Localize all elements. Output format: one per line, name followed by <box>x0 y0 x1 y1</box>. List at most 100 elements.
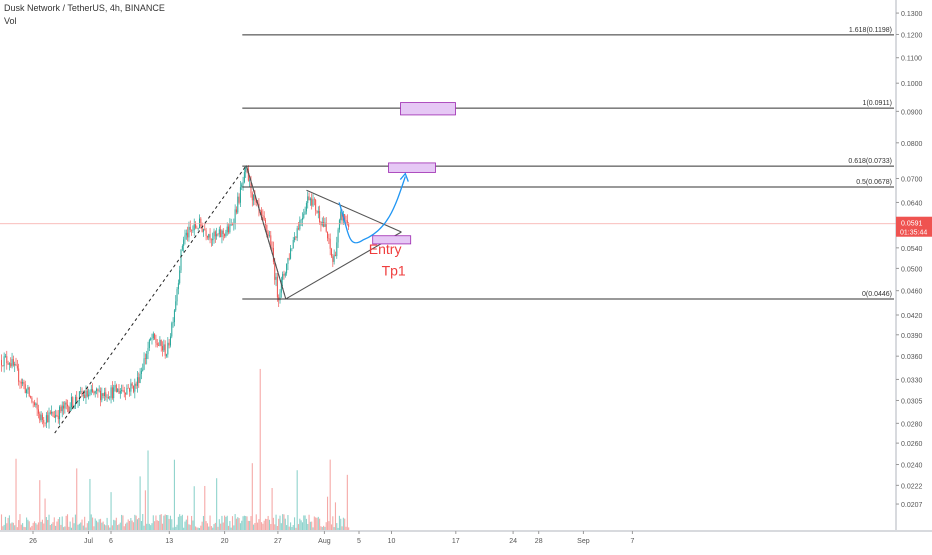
candle-body <box>93 391 95 394</box>
candle-body <box>49 412 51 414</box>
candle-body <box>48 412 50 423</box>
candle-body <box>34 402 35 405</box>
volume-bar <box>206 523 208 530</box>
time-tick-label: Sep <box>577 538 590 545</box>
volume-bar <box>332 516 334 530</box>
candle-body <box>130 383 132 392</box>
volume-bar <box>56 521 58 530</box>
time-tick-label: 26 <box>29 538 37 545</box>
candle-body <box>274 261 276 280</box>
candle-body <box>282 273 284 280</box>
volume-bar <box>130 518 132 530</box>
volume-bar <box>2 526 4 530</box>
candle-body <box>140 370 142 374</box>
candle-body <box>59 406 61 420</box>
candle-body <box>10 363 12 367</box>
volume-bar <box>151 523 153 530</box>
volume-bar <box>276 525 278 530</box>
candle-body <box>88 394 90 397</box>
volume-bar <box>286 525 288 530</box>
volume-bar <box>255 514 257 530</box>
volume-bar <box>147 450 149 530</box>
candle-body <box>171 323 173 337</box>
triangle-upper-line <box>306 189 402 233</box>
candle-body <box>90 389 92 392</box>
candle-body <box>338 220 340 230</box>
candle-body <box>143 358 145 370</box>
candle-body <box>332 256 334 262</box>
candle-body <box>67 404 68 407</box>
volume-bar <box>243 515 245 530</box>
candle-body <box>313 199 315 201</box>
candle-body <box>239 187 241 203</box>
candle-body <box>135 383 137 386</box>
volume-bar <box>135 515 137 530</box>
candle-body <box>119 390 121 394</box>
price-tick-label: 0.0900 <box>901 109 923 116</box>
candle-body <box>185 232 187 236</box>
volume-bar <box>296 470 298 530</box>
candle-body <box>225 232 227 237</box>
volume-bar <box>268 519 271 530</box>
candle-body <box>150 338 152 340</box>
volume-bar <box>187 515 189 530</box>
candle-body <box>241 184 243 188</box>
volume-bar <box>68 526 70 530</box>
candle-body <box>123 390 125 393</box>
price-tick-label: 0.0800 <box>901 141 923 148</box>
candle-body <box>173 310 175 323</box>
candle-body <box>336 242 338 257</box>
volume-bar <box>4 516 7 530</box>
candle-body <box>301 217 303 220</box>
candle-body <box>105 392 107 398</box>
candle-body <box>86 390 88 397</box>
volume-bar <box>6 523 8 530</box>
candle-body <box>280 279 282 293</box>
candle-body <box>196 227 198 229</box>
candle-body <box>96 388 98 392</box>
candle-body <box>249 179 251 181</box>
volume-bar <box>275 514 277 530</box>
candle-body <box>7 363 9 365</box>
volume-bar <box>20 524 22 530</box>
annotation-tp1: Tp1 <box>382 262 406 278</box>
candle-body <box>251 193 253 201</box>
volume-bar <box>316 517 318 530</box>
volume-bar <box>242 516 244 530</box>
candle-body <box>134 383 136 392</box>
volume-bar <box>92 517 94 530</box>
candle-body <box>92 389 94 392</box>
candle-body <box>290 248 292 259</box>
volume-bar <box>89 478 91 530</box>
volume-bar <box>173 459 175 530</box>
volume-bar <box>249 520 251 530</box>
volume-bar <box>27 519 29 530</box>
candle-body <box>101 393 103 401</box>
volume-bar <box>309 521 311 530</box>
candle-body <box>228 226 230 233</box>
candle-body <box>31 397 33 402</box>
candle-body <box>238 196 240 203</box>
candle-body <box>284 273 286 276</box>
volume-bar <box>118 524 120 530</box>
candle-body <box>201 226 203 232</box>
candle-body <box>1 359 2 366</box>
volume-bar <box>342 517 344 530</box>
volume-bar <box>43 523 45 530</box>
candle-body <box>61 405 63 412</box>
candle-body <box>82 394 84 396</box>
candle-body <box>81 391 83 396</box>
volume-bar <box>348 527 350 530</box>
volume-bar <box>37 522 40 530</box>
candle-body <box>263 216 265 221</box>
volume-bar <box>150 525 152 530</box>
volume-bar <box>200 525 202 530</box>
candle-body <box>144 358 146 360</box>
volume-bar <box>44 498 46 530</box>
volume-bar <box>227 525 230 530</box>
candle-body <box>307 196 309 204</box>
volume-bar <box>142 514 144 530</box>
